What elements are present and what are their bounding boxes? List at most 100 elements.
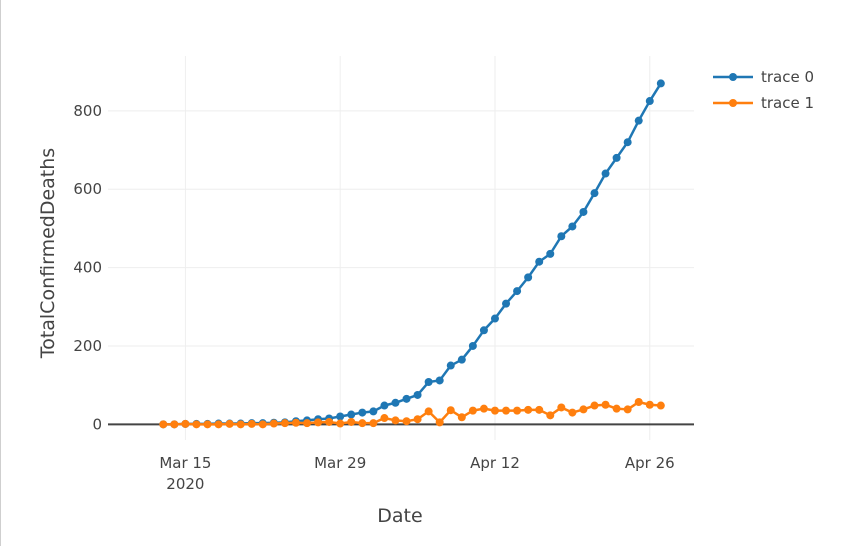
data-point[interactable]	[413, 390, 422, 399]
data-point[interactable]	[502, 299, 511, 308]
data-point[interactable]	[236, 420, 245, 429]
data-point[interactable]	[457, 355, 466, 364]
legend-marker	[729, 99, 737, 107]
data-point[interactable]	[291, 418, 300, 427]
y-tick-label: 800	[73, 102, 102, 120]
data-point[interactable]	[170, 420, 179, 429]
data-point[interactable]	[612, 153, 621, 162]
data-point[interactable]	[623, 405, 632, 414]
data-point[interactable]	[358, 419, 367, 428]
x-tick-label: Apr 12	[470, 454, 520, 472]
data-point[interactable]	[535, 257, 544, 266]
legend-label: trace 0	[761, 68, 814, 86]
data-point[interactable]	[435, 376, 444, 385]
data-point[interactable]	[203, 420, 212, 429]
data-point[interactable]	[280, 419, 289, 428]
data-point[interactable]	[424, 378, 433, 387]
data-point[interactable]	[325, 417, 334, 426]
data-point[interactable]	[446, 361, 455, 370]
data-point[interactable]	[391, 398, 400, 407]
x-tick-label: Mar 15	[159, 454, 211, 472]
data-point[interactable]	[490, 314, 499, 323]
legend[interactable]: trace 0 trace 1	[713, 68, 814, 112]
data-point[interactable]	[546, 249, 555, 258]
data-point[interactable]	[656, 79, 665, 88]
data-point[interactable]	[601, 400, 610, 409]
data-point[interactable]	[557, 403, 566, 412]
data-point[interactable]	[579, 207, 588, 216]
data-point[interactable]	[269, 419, 278, 428]
legend-item[interactable]: trace 1	[713, 94, 814, 112]
data-point[interactable]	[502, 406, 511, 415]
legend-marker	[729, 73, 737, 81]
data-point[interactable]	[358, 408, 367, 417]
data-point[interactable]	[590, 401, 599, 410]
data-point[interactable]	[513, 406, 522, 415]
data-point[interactable]	[369, 419, 378, 428]
data-point[interactable]	[524, 273, 533, 282]
legend-item[interactable]: trace 0	[713, 68, 814, 86]
data-point[interactable]	[402, 394, 411, 403]
data-point[interactable]	[258, 420, 267, 429]
data-point[interactable]	[645, 400, 654, 409]
x-axis-title: Date	[377, 505, 422, 527]
y-tick-label: 600	[73, 180, 102, 198]
data-point[interactable]	[369, 407, 378, 416]
data-point[interactable]	[601, 169, 610, 178]
data-point[interactable]	[656, 401, 665, 410]
data-point[interactable]	[645, 97, 654, 106]
data-point[interactable]	[303, 419, 312, 428]
data-point[interactable]	[413, 415, 422, 424]
data-point[interactable]	[402, 417, 411, 426]
data-point[interactable]	[214, 420, 223, 429]
data-point[interactable]	[225, 419, 234, 428]
data-point[interactable]	[336, 419, 345, 428]
data-point[interactable]	[314, 418, 323, 427]
series-0	[159, 79, 665, 429]
data-point[interactable]	[380, 414, 389, 423]
data-point[interactable]	[490, 406, 499, 415]
data-point[interactable]	[192, 420, 201, 429]
data-point[interactable]	[446, 406, 455, 415]
data-point[interactable]	[579, 405, 588, 414]
data-point[interactable]	[623, 138, 632, 147]
data-point[interactable]	[513, 287, 522, 296]
y-tick-label: 400	[73, 259, 102, 277]
series-line	[163, 400, 661, 426]
data-point[interactable]	[468, 406, 477, 415]
data-point[interactable]	[336, 412, 345, 421]
data-point[interactable]	[634, 116, 643, 125]
data-point[interactable]	[479, 404, 488, 413]
y-tick-labels: 0 200 400 600 800	[73, 102, 102, 433]
series-layer	[159, 79, 665, 429]
series-1	[159, 397, 665, 429]
data-point[interactable]	[457, 413, 466, 422]
data-point[interactable]	[557, 232, 566, 241]
gridlines	[108, 56, 694, 440]
data-point[interactable]	[159, 420, 168, 429]
data-point[interactable]	[535, 405, 544, 414]
data-point[interactable]	[524, 405, 533, 414]
data-point[interactable]	[590, 189, 599, 198]
series-line	[163, 82, 662, 426]
data-point[interactable]	[468, 341, 477, 350]
data-point[interactable]	[380, 401, 389, 410]
data-point[interactable]	[181, 419, 190, 428]
x-tick-sublabel: 2020	[166, 475, 204, 493]
y-tick-label: 200	[73, 337, 102, 355]
data-point[interactable]	[391, 416, 400, 425]
data-point[interactable]	[347, 417, 356, 426]
data-point[interactable]	[479, 326, 488, 335]
data-point[interactable]	[435, 418, 444, 427]
y-axis-title: TotalConfirmedDeaths	[37, 148, 59, 359]
data-point[interactable]	[424, 407, 433, 416]
data-point[interactable]	[247, 419, 256, 428]
data-point[interactable]	[612, 404, 621, 413]
data-point[interactable]	[568, 222, 577, 231]
y-tick-label: 0	[92, 415, 102, 433]
data-point[interactable]	[546, 411, 555, 420]
data-point[interactable]	[347, 410, 356, 419]
data-point[interactable]	[634, 397, 643, 406]
data-point[interactable]	[568, 408, 577, 417]
